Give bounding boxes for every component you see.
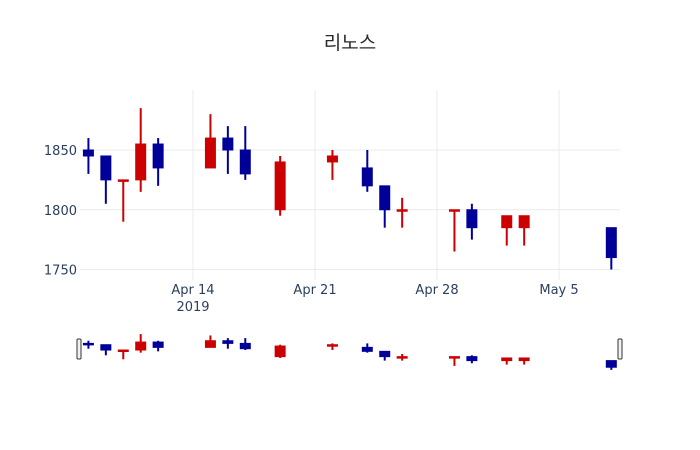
candle[interactable] — [379, 350, 391, 361]
candles[interactable] — [82, 108, 617, 270]
y-axis: 1750 1800 1850 — [44, 144, 77, 279]
candle[interactable] — [82, 138, 94, 174]
candle[interactable] — [518, 357, 530, 365]
candle[interactable] — [326, 150, 338, 180]
candle[interactable] — [222, 338, 234, 349]
y-tick-label: 1750 — [44, 264, 77, 279]
candle[interactable] — [466, 355, 478, 364]
candle[interactable] — [361, 150, 373, 192]
candle[interactable] — [326, 343, 338, 351]
chart-title: 리노스 — [323, 32, 377, 54]
candle[interactable] — [117, 179, 129, 222]
candle[interactable] — [222, 126, 234, 174]
candle[interactable] — [518, 215, 530, 246]
candle[interactable] — [239, 126, 251, 180]
gridlines — [80, 90, 620, 280]
range-slider-right-handle[interactable] — [617, 338, 623, 360]
x-tick-label: Apr 28 — [415, 283, 458, 298]
x-tick-label: May 5 — [539, 283, 578, 298]
candle[interactable] — [152, 340, 164, 352]
candle[interactable] — [448, 356, 460, 366]
candle[interactable] — [82, 340, 94, 349]
candle[interactable] — [204, 114, 216, 169]
candle[interactable] — [135, 108, 147, 192]
candle[interactable] — [100, 155, 112, 204]
candle[interactable] — [396, 197, 408, 228]
x-tick-label: Apr 21 — [293, 283, 336, 298]
candle[interactable] — [466, 203, 478, 240]
candle[interactable] — [135, 334, 147, 353]
y-tick-label: 1800 — [44, 204, 77, 219]
candle[interactable] — [605, 227, 617, 270]
candle[interactable] — [501, 357, 513, 365]
range-slider-left-handle[interactable] — [76, 338, 82, 360]
candle[interactable] — [152, 138, 164, 186]
candle[interactable] — [605, 360, 617, 370]
x-axis: Apr 14 2019 Apr 21 Apr 28 May 5 — [171, 283, 578, 315]
y-tick-label: 1850 — [44, 144, 77, 159]
candle[interactable] — [274, 155, 286, 216]
candle[interactable] — [501, 215, 513, 246]
x-tick-label: Apr 14 — [171, 283, 214, 298]
candle[interactable] — [379, 185, 391, 228]
candle[interactable] — [396, 353, 408, 361]
candle[interactable] — [239, 338, 251, 351]
candle[interactable] — [117, 349, 129, 360]
candle[interactable] — [100, 344, 112, 356]
candle[interactable] — [204, 335, 216, 348]
candle[interactable] — [361, 343, 373, 353]
range-slider[interactable] — [76, 334, 623, 370]
candle[interactable] — [448, 209, 460, 252]
candle[interactable] — [274, 344, 286, 358]
x-tick-year: 2019 — [176, 300, 209, 315]
